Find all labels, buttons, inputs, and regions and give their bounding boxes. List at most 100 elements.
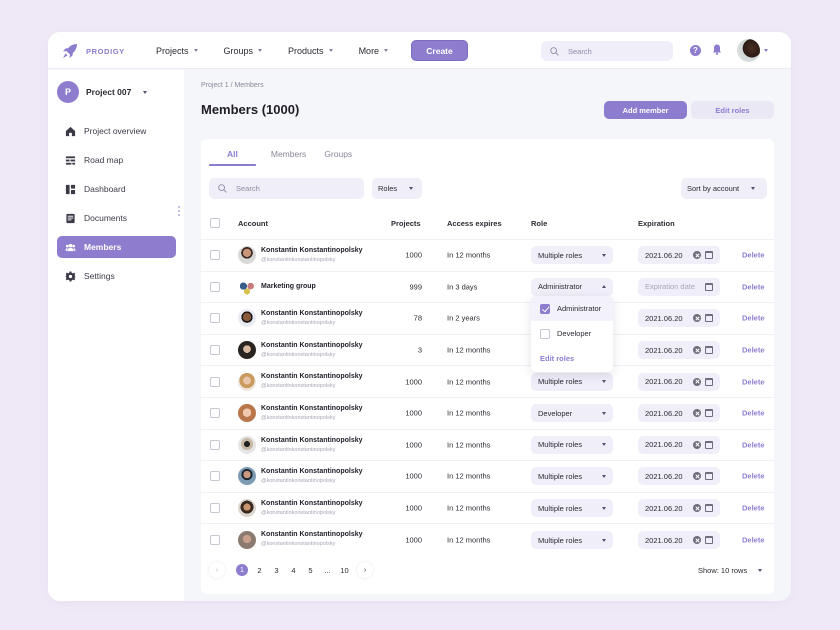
expiration-date-input[interactable]: 2021.06.20	[638, 467, 720, 486]
rows-per-page-dropdown[interactable]: Show: 10 rows	[698, 566, 763, 575]
members-search-input[interactable]: Search	[209, 178, 364, 199]
calendar-icon[interactable]	[705, 472, 713, 481]
row-checkbox[interactable]	[210, 313, 220, 324]
row-checkbox[interactable]	[210, 345, 220, 356]
row-checkbox[interactable]	[210, 376, 220, 387]
calendar-icon[interactable]	[705, 377, 713, 386]
role-option-developer[interactable]: Developer	[531, 321, 613, 346]
calendar-icon[interactable]	[705, 536, 713, 545]
row-checkbox[interactable]	[210, 503, 220, 514]
nav-projects[interactable]: Projects	[156, 46, 198, 56]
role-dropdown[interactable]: Multiple roles	[531, 246, 613, 265]
tab-groups[interactable]: Groups	[324, 149, 353, 159]
page-4[interactable]: 4	[291, 565, 296, 575]
calendar-icon[interactable]	[705, 440, 713, 449]
help-icon[interactable]: ?	[690, 45, 701, 56]
sidebar-item-documents[interactable]: Documents	[57, 207, 176, 229]
delete-link[interactable]: Delete	[742, 440, 765, 450]
user-avatar[interactable]	[737, 39, 760, 62]
nav-more[interactable]: More	[359, 46, 389, 56]
col-account[interactable]: Account	[238, 218, 268, 228]
row-checkbox[interactable]	[210, 281, 220, 292]
chevron-down-icon[interactable]	[764, 49, 768, 52]
row-checkbox[interactable]	[210, 471, 220, 482]
delete-link[interactable]: Delete	[742, 503, 765, 513]
delete-link[interactable]: Delete	[742, 313, 765, 323]
delete-link[interactable]: Delete	[742, 345, 765, 355]
sidebar-resize-handle[interactable]	[178, 206, 180, 218]
clear-icon[interactable]	[693, 377, 701, 386]
page-1[interactable]: 1	[236, 564, 248, 576]
nav-products[interactable]: Products	[288, 46, 333, 56]
sidebar-item-settings[interactable]: Settings	[57, 265, 176, 287]
sidebar-item-dashboard[interactable]: Dashboard	[57, 178, 176, 200]
role-option-administrator[interactable]: Administrator	[531, 296, 613, 321]
clear-icon[interactable]	[693, 536, 701, 545]
nav-groups[interactable]: Groups	[224, 46, 263, 56]
expiration-date-input[interactable]: 2021.06.20	[638, 404, 720, 423]
role-dropdown[interactable]: Multiple roles	[531, 372, 613, 391]
next-page-button[interactable]: ›	[357, 562, 373, 578]
clear-icon[interactable]	[693, 346, 701, 355]
role-dropdown[interactable]: Administrator	[531, 277, 613, 296]
clear-icon[interactable]	[693, 440, 701, 449]
sort-dropdown[interactable]: Sort by account	[681, 178, 767, 199]
sidebar-item-project-overview[interactable]: Project overview	[57, 120, 176, 142]
col-projects[interactable]: Projects	[391, 218, 421, 228]
create-button[interactable]: Create	[411, 40, 468, 61]
delete-link[interactable]: Delete	[742, 282, 765, 292]
role-dropdown[interactable]: Multiple roles	[531, 499, 613, 518]
select-all-checkbox[interactable]	[210, 218, 220, 228]
edit-roles-link[interactable]: Edit roles	[540, 353, 575, 363]
checkbox-checked[interactable]	[540, 303, 550, 314]
page-5[interactable]: 5	[308, 565, 313, 575]
bell-icon[interactable]	[712, 44, 722, 55]
clear-icon[interactable]	[693, 314, 701, 323]
page-10[interactable]: 10	[340, 565, 349, 575]
delete-link[interactable]: Delete	[742, 471, 765, 481]
role-dropdown[interactable]: Multiple roles	[531, 467, 613, 486]
page-3[interactable]: 3	[274, 565, 279, 575]
clear-icon[interactable]	[693, 472, 701, 481]
add-member-button[interactable]: Add member	[604, 101, 687, 119]
expiration-date-input[interactable]: 2021.06.20	[638, 309, 720, 328]
sidebar-item-road-map[interactable]: Road map	[57, 149, 176, 171]
delete-link[interactable]: Delete	[742, 535, 765, 545]
roles-filter-dropdown[interactable]: Roles	[372, 178, 422, 199]
expiration-date-input[interactable]: 2021.06.20	[638, 499, 720, 518]
row-checkbox[interactable]	[210, 535, 220, 546]
global-search-input[interactable]: Search	[541, 41, 673, 61]
expiration-date-input[interactable]: 2021.06.20	[638, 372, 720, 391]
checkbox[interactable]	[540, 328, 550, 339]
clear-icon[interactable]	[693, 251, 701, 260]
calendar-icon[interactable]	[705, 504, 713, 513]
row-checkbox[interactable]	[210, 439, 220, 450]
clear-icon[interactable]	[693, 504, 701, 513]
calendar-icon[interactable]	[705, 409, 713, 418]
col-expiration[interactable]: Expiration	[638, 218, 675, 228]
prev-page-button[interactable]: ‹	[209, 562, 225, 578]
calendar-icon[interactable]	[705, 314, 713, 323]
page-2[interactable]: 2	[257, 565, 262, 575]
expiration-date-input[interactable]: 2021.06.20	[638, 531, 720, 550]
role-dropdown[interactable]: Developer	[531, 404, 613, 423]
role-dropdown[interactable]: Multiple roles	[531, 531, 613, 550]
role-dropdown[interactable]: Multiple roles	[531, 435, 613, 454]
logo[interactable]: PRODIGY	[62, 43, 125, 59]
expiration-date-input[interactable]: Expiration date	[638, 277, 720, 296]
edit-roles-button[interactable]: Edit roles	[691, 101, 774, 119]
col-role[interactable]: Role	[531, 218, 548, 228]
col-access-expires[interactable]: Access expires	[447, 218, 502, 228]
clear-icon[interactable]	[693, 409, 701, 418]
expiration-date-input[interactable]: 2021.06.20	[638, 341, 720, 360]
sidebar-item-members[interactable]: Members	[57, 236, 176, 258]
expiration-date-input[interactable]: 2021.06.20	[638, 435, 720, 454]
calendar-icon[interactable]	[705, 346, 713, 355]
delete-link[interactable]: Delete	[742, 250, 765, 260]
tab-members[interactable]: Members	[270, 149, 307, 159]
expiration-date-input[interactable]: 2021.06.20	[638, 246, 720, 265]
row-checkbox[interactable]	[210, 408, 220, 419]
calendar-icon[interactable]	[705, 282, 713, 291]
delete-link[interactable]: Delete	[742, 377, 765, 387]
project-selector[interactable]: P Project 007	[57, 81, 148, 103]
